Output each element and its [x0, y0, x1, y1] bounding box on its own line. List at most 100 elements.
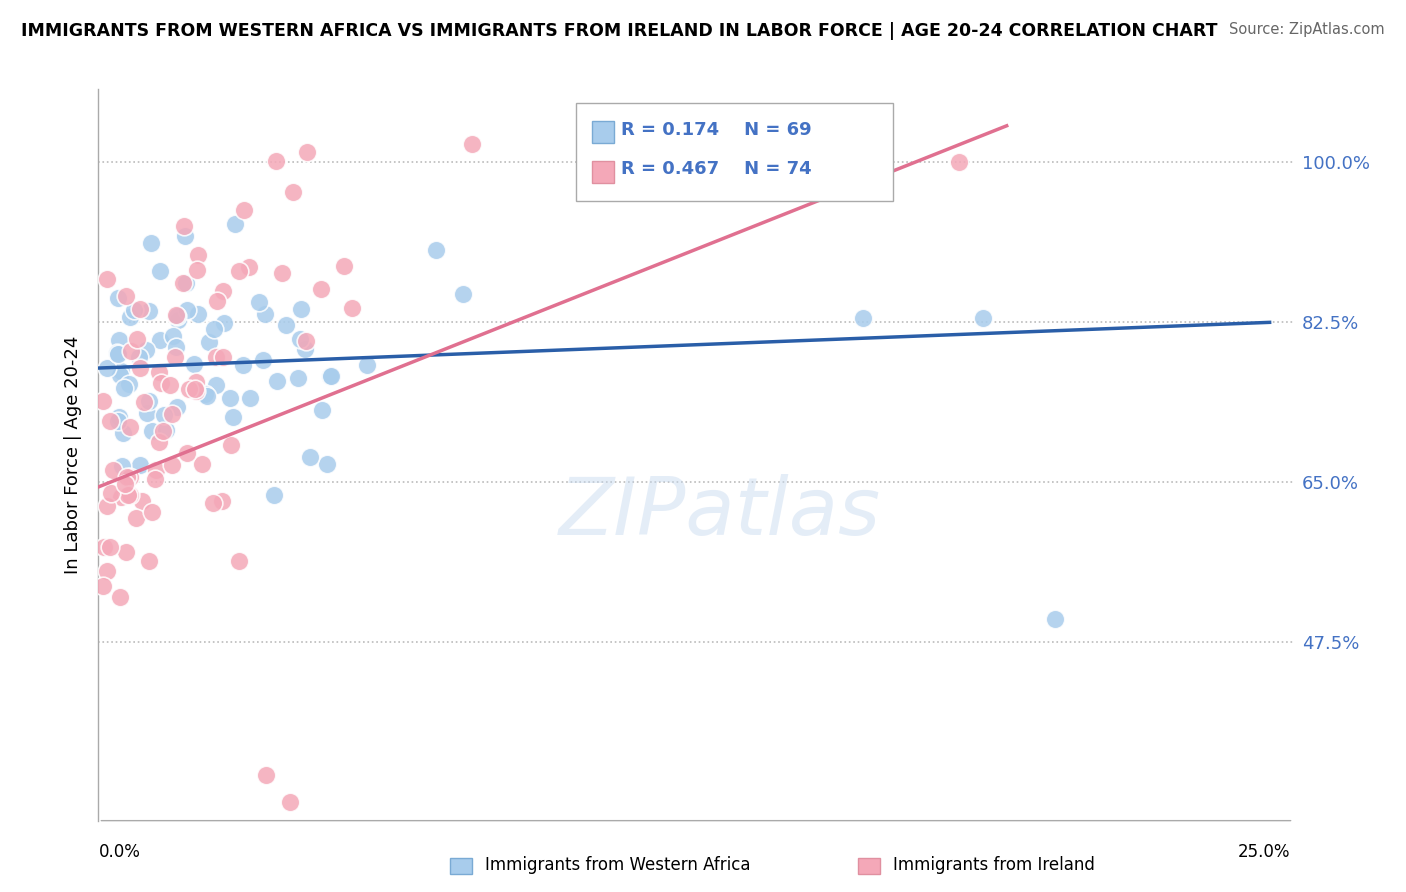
Point	[222, 409, 245, 424]
Point	[108, 333, 131, 347]
Point	[135, 343, 157, 357]
Point	[852, 310, 875, 325]
Point	[264, 154, 287, 169]
Point	[288, 333, 311, 347]
Point	[105, 346, 128, 360]
Point	[143, 472, 166, 486]
Point	[108, 409, 131, 424]
Point	[96, 272, 118, 286]
Point	[141, 505, 163, 519]
Point	[145, 463, 167, 477]
Point	[138, 554, 160, 568]
Point	[114, 476, 136, 491]
Point	[211, 493, 233, 508]
Point	[155, 423, 177, 437]
Point	[239, 391, 262, 405]
Point	[100, 486, 122, 500]
Point	[110, 364, 132, 378]
Point	[93, 540, 115, 554]
Point	[91, 394, 114, 409]
Text: IMMIGRANTS FROM WESTERN AFRICA VS IMMIGRANTS FROM IRELAND IN LABOR FORCE | AGE 2: IMMIGRANTS FROM WESTERN AFRICA VS IMMIGR…	[21, 22, 1218, 40]
Point	[252, 353, 274, 368]
Point	[247, 294, 270, 309]
Point	[224, 217, 246, 231]
Point	[159, 378, 181, 392]
Text: 25.0%: 25.0%	[1239, 843, 1291, 861]
Point	[174, 277, 197, 291]
Point	[219, 392, 242, 406]
Point	[309, 282, 332, 296]
Point	[118, 420, 141, 434]
Point	[187, 307, 209, 321]
Point	[129, 361, 152, 376]
Point	[232, 358, 254, 372]
Point	[319, 368, 342, 383]
Point	[128, 351, 150, 365]
Point	[120, 344, 142, 359]
Point	[91, 579, 114, 593]
Text: ZIPatlas: ZIPatlas	[558, 475, 882, 552]
Point	[150, 376, 173, 390]
Point	[356, 358, 378, 372]
Point	[96, 360, 118, 375]
Point	[176, 302, 198, 317]
Point	[163, 350, 186, 364]
Point	[138, 393, 160, 408]
Point	[129, 458, 152, 473]
Point	[228, 554, 250, 568]
Point	[315, 457, 337, 471]
Point	[117, 488, 139, 502]
Point	[194, 387, 217, 401]
Point	[136, 406, 159, 420]
Point	[333, 259, 356, 273]
Point	[238, 260, 260, 274]
Point	[120, 310, 142, 325]
Point	[98, 540, 121, 554]
Point	[232, 202, 254, 217]
Point	[214, 316, 236, 330]
Point	[111, 426, 134, 441]
Point	[160, 458, 183, 472]
Point	[295, 334, 318, 348]
Point	[179, 382, 201, 396]
Point	[148, 435, 170, 450]
Point	[191, 458, 214, 472]
Point	[111, 458, 134, 473]
Point	[107, 347, 129, 361]
Point	[211, 285, 233, 299]
Point	[162, 408, 184, 422]
Point	[98, 414, 121, 428]
Point	[166, 400, 188, 414]
Text: R = 0.174    N = 69: R = 0.174 N = 69	[621, 121, 813, 139]
Point	[187, 248, 209, 262]
Text: R = 0.467    N = 74: R = 0.467 N = 74	[621, 161, 813, 178]
Point	[186, 263, 208, 277]
Point	[972, 310, 994, 325]
Text: Immigrants from Ireland: Immigrants from Ireland	[893, 856, 1095, 874]
Point	[114, 544, 136, 558]
Point	[228, 264, 250, 278]
Point	[266, 374, 288, 388]
Point	[96, 564, 118, 578]
Point	[124, 302, 146, 317]
Point	[204, 377, 226, 392]
Point	[451, 286, 474, 301]
Point	[263, 488, 285, 502]
Point	[184, 382, 207, 396]
Point	[166, 313, 188, 327]
Point	[166, 309, 188, 323]
Point	[118, 469, 141, 483]
Point	[270, 266, 292, 280]
Point	[254, 768, 277, 782]
Point	[108, 368, 131, 383]
Point	[274, 318, 297, 333]
Point	[110, 490, 132, 504]
Point	[184, 375, 207, 389]
Point	[278, 796, 301, 810]
Point	[107, 292, 129, 306]
Point	[219, 438, 242, 452]
Point	[152, 424, 174, 438]
Point	[294, 343, 316, 357]
Point	[118, 377, 141, 392]
Point	[299, 450, 322, 464]
